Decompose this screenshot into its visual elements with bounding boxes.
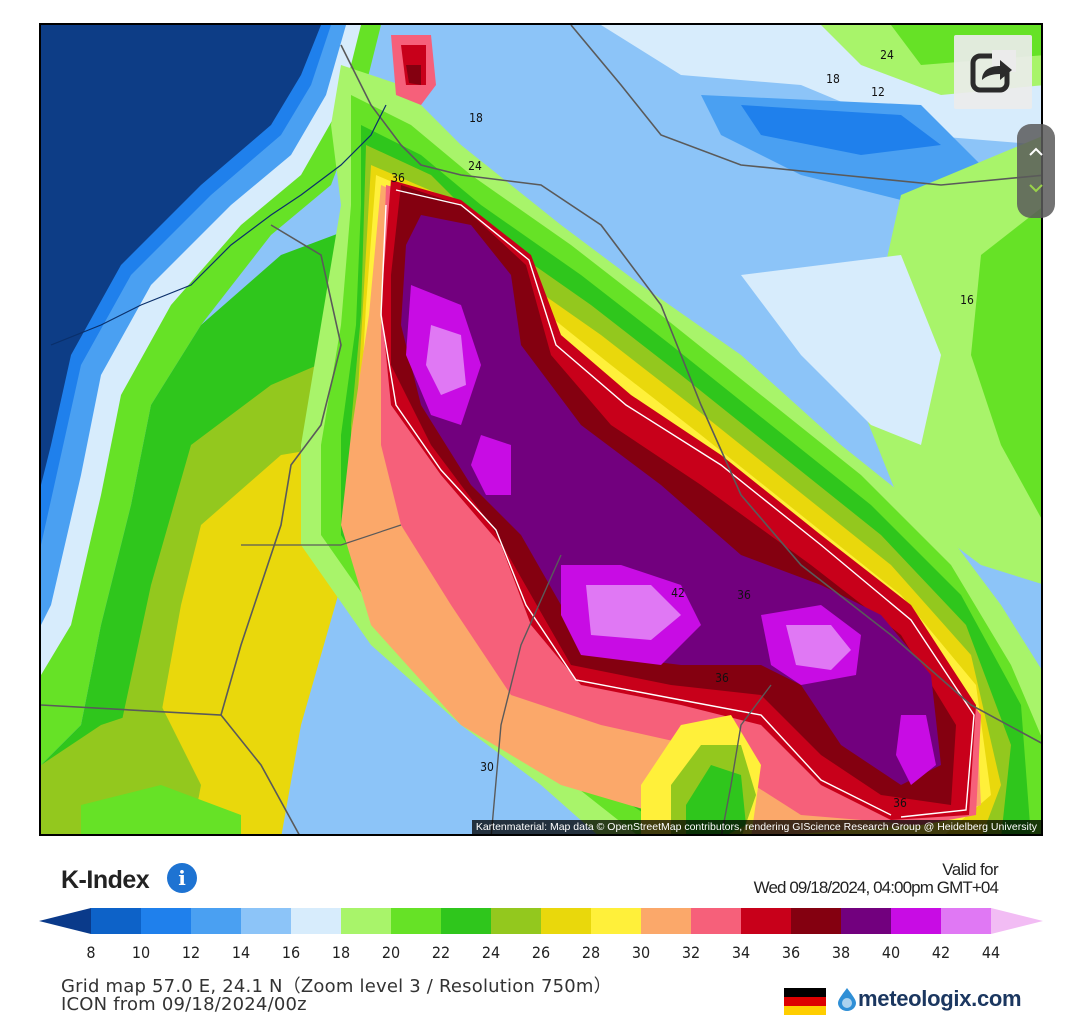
weather-map[interactable]: 18 24 12 18 24 36 16 42 36 36 30 36 Kart… bbox=[39, 23, 1043, 836]
brand-name: meteologix.com bbox=[858, 986, 1022, 1011]
scale-tick-label: 12 bbox=[181, 943, 201, 962]
contour-label: 36 bbox=[715, 671, 729, 685]
scale-segment bbox=[391, 908, 441, 934]
scale-segment bbox=[891, 908, 941, 934]
contour-label: 24 bbox=[880, 48, 894, 62]
scale-segment bbox=[791, 908, 841, 934]
contour-label: 36 bbox=[893, 796, 907, 810]
scale-segment bbox=[541, 908, 591, 934]
scale-tick-label: 24 bbox=[481, 943, 501, 962]
model-info: ICON from 09/18/2024/00z bbox=[61, 994, 307, 1015]
scale-segment bbox=[941, 908, 991, 934]
scale-tick-label: 16 bbox=[281, 943, 301, 962]
scale-tick-label: 42 bbox=[931, 943, 951, 962]
valid-for-label: Valid for bbox=[942, 860, 998, 879]
scale-tick-label: 18 bbox=[331, 943, 351, 962]
scale-tick-label: 40 bbox=[881, 943, 901, 962]
scale-segment bbox=[591, 908, 641, 934]
color-scale-bar bbox=[39, 908, 1043, 934]
scale-tick-label: 36 bbox=[781, 943, 801, 962]
scale-segment bbox=[641, 908, 691, 934]
scale-segment bbox=[91, 908, 141, 934]
share-button[interactable] bbox=[954, 35, 1032, 109]
scale-segment bbox=[841, 908, 891, 934]
contour-label: 24 bbox=[468, 159, 482, 173]
zoom-in-button[interactable] bbox=[1017, 132, 1055, 172]
scale-segment bbox=[691, 908, 741, 934]
scale-tick-label: 34 bbox=[731, 943, 751, 962]
contour-label: 16 bbox=[960, 293, 974, 307]
contour-label: 30 bbox=[480, 760, 494, 774]
scale-segment bbox=[741, 908, 791, 934]
valid-time: Wed 09/18/2024, 04:00pm GMT+04 bbox=[753, 878, 999, 897]
scale-segment bbox=[241, 908, 291, 934]
scale-arrow-low bbox=[39, 908, 91, 934]
scale-tick-label: 10 bbox=[131, 943, 151, 962]
chevron-down-icon bbox=[1029, 184, 1043, 193]
scale-segment bbox=[191, 908, 241, 934]
scale-tick-label: 14 bbox=[231, 943, 251, 962]
zoom-out-button[interactable] bbox=[1017, 168, 1055, 208]
scale-tick-label: 44 bbox=[981, 943, 1001, 962]
scale-tick-label: 26 bbox=[531, 943, 551, 962]
scale-segment bbox=[291, 908, 341, 934]
scale-tick-label: 20 bbox=[381, 943, 401, 962]
zoom-control bbox=[1017, 124, 1055, 218]
k-index-field bbox=[41, 25, 1041, 834]
drop-logo-icon bbox=[838, 988, 856, 1011]
scale-arrow-high bbox=[991, 908, 1043, 934]
scale-segment bbox=[141, 908, 191, 934]
scale-segment bbox=[491, 908, 541, 934]
map-attribution: Kartenmaterial: Map data © OpenStreetMap… bbox=[471, 820, 1041, 834]
share-icon bbox=[970, 50, 1016, 93]
germany-flag-icon bbox=[784, 988, 826, 1015]
info-icon[interactable]: i bbox=[167, 863, 197, 893]
contour-label: 36 bbox=[737, 588, 751, 602]
contour-label: 12 bbox=[871, 85, 885, 99]
chevron-up-icon bbox=[1029, 147, 1043, 156]
contour-label: 36 bbox=[391, 171, 405, 185]
grid-info: Grid map 57.0 E, 24.1 N（Zoom level 3 / R… bbox=[61, 976, 612, 997]
scale-tick-label: 28 bbox=[581, 943, 601, 962]
meteologix-logo[interactable]: meteologix.com bbox=[836, 986, 1022, 1012]
scale-tick-label: 8 bbox=[86, 943, 96, 962]
scale-tick-label: 32 bbox=[681, 943, 701, 962]
scale-segment bbox=[341, 908, 391, 934]
scale-tick-label: 22 bbox=[431, 943, 451, 962]
legend-title: K-Index bbox=[61, 866, 150, 894]
contour-label: 18 bbox=[826, 72, 840, 86]
scale-segment bbox=[441, 908, 491, 934]
contour-label: 42 bbox=[671, 586, 685, 600]
scale-tick-label: 30 bbox=[631, 943, 651, 962]
contour-label: 18 bbox=[469, 111, 483, 125]
scale-tick-label: 38 bbox=[831, 943, 851, 962]
